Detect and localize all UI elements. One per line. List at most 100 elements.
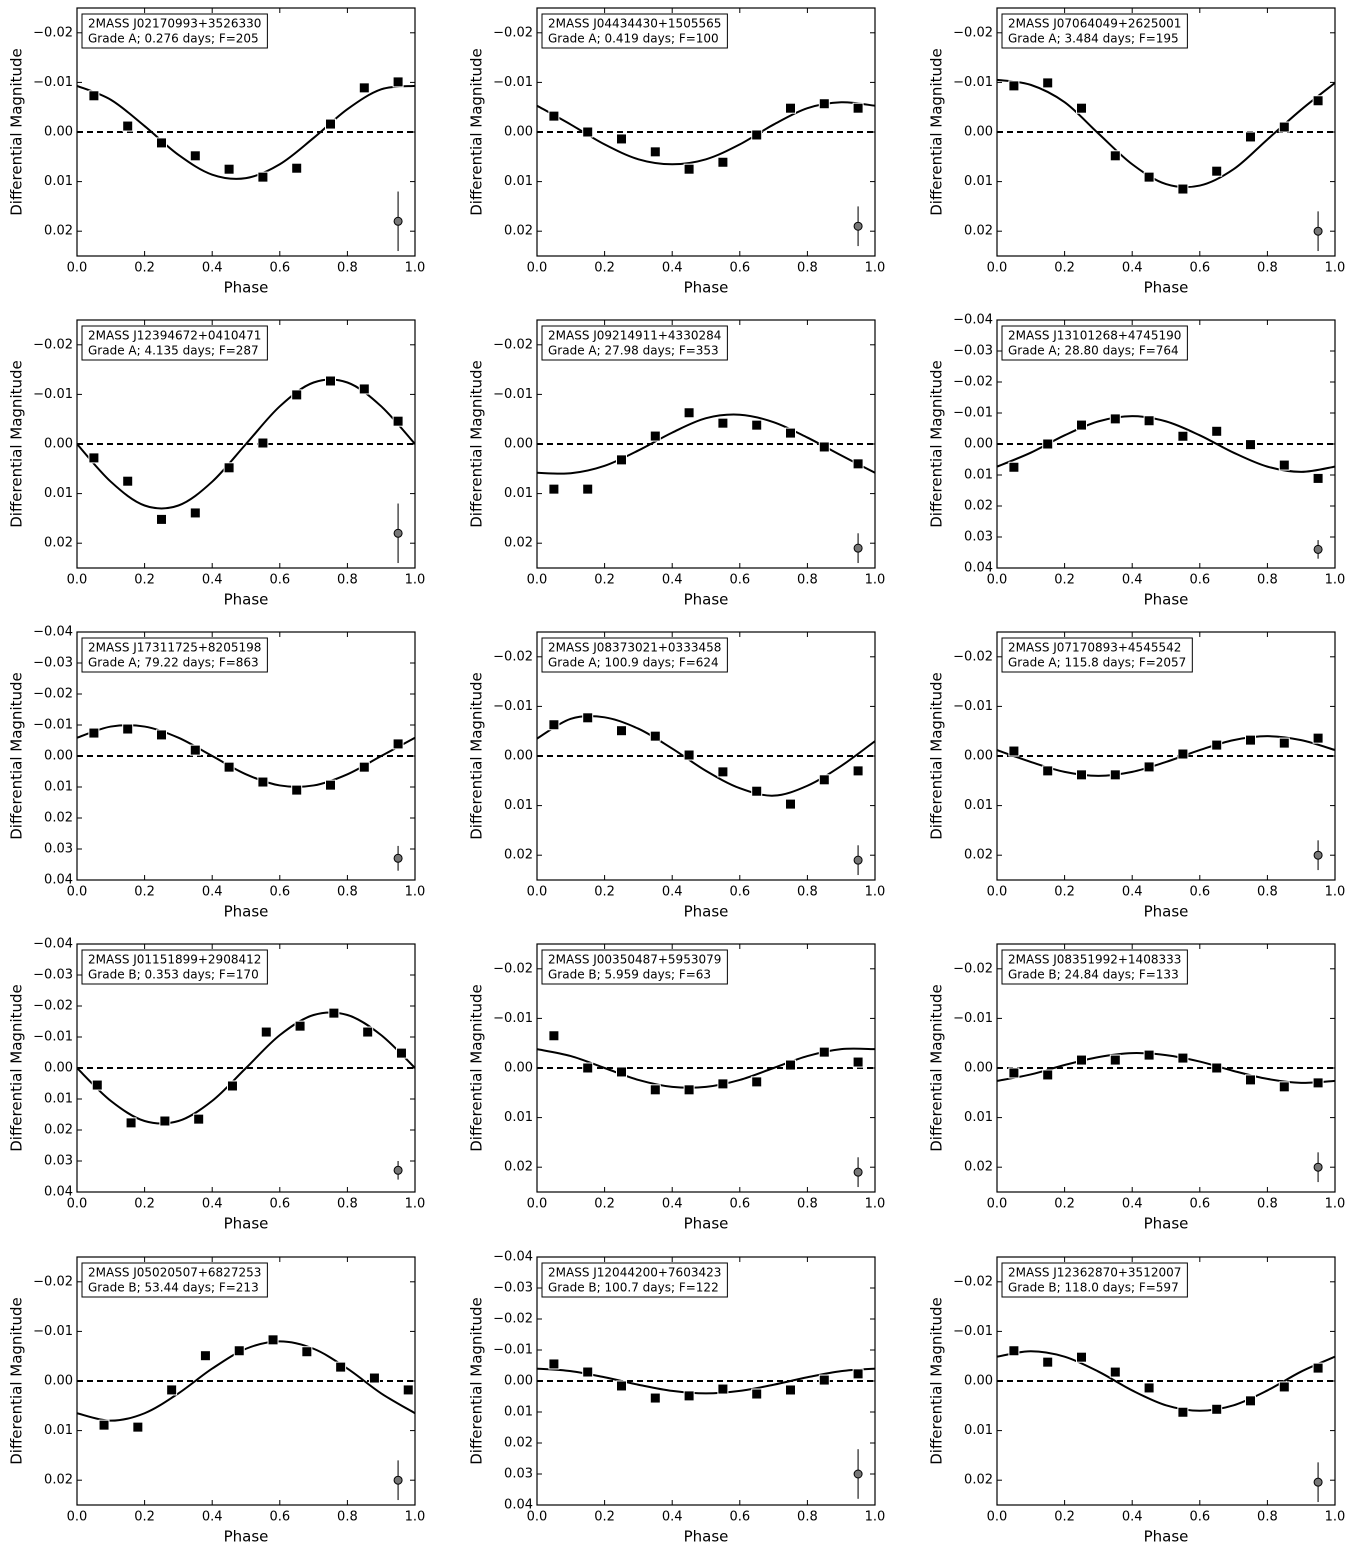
x-tick-label: 0.0 — [67, 1510, 88, 1525]
binned-point — [1008, 745, 1020, 757]
annotation: Grade A; 100.9 days; F=624 — [548, 656, 719, 670]
binned-point — [1211, 739, 1223, 751]
binned-point — [257, 171, 269, 183]
binned-point — [751, 1388, 763, 1400]
x-tick-label: 0.0 — [987, 261, 1008, 276]
x-tick-label: 1.0 — [1325, 573, 1346, 588]
y-tick-label: −0.02 — [33, 25, 73, 40]
binned-point — [1177, 430, 1189, 442]
binned-point — [223, 163, 235, 175]
binned-point — [616, 454, 627, 466]
x-axis-label: Phase — [684, 903, 729, 921]
y-axis-label: Differential Magnitude — [468, 672, 486, 840]
y-tick-label: −0.01 — [33, 387, 73, 402]
y-axis-label: Differential Magnitude — [8, 1297, 26, 1465]
fit-curve — [997, 1350, 1335, 1412]
x-tick-label: 0.4 — [202, 885, 223, 900]
binned-point — [683, 163, 695, 175]
fit-curve — [997, 78, 1335, 189]
annotation: Grade A; 79.22 days; F=863 — [88, 656, 259, 670]
y-tick-label: 0.00 — [44, 437, 73, 452]
x-tick-label: 0.8 — [1257, 885, 1278, 900]
panel: 0.0 0.2 0.4 0.6 0.8 1.0 −0.02 −0.01 0.00 0.01 0.02… — [8, 7, 425, 297]
binned-point — [1008, 1067, 1020, 1079]
annotation: Grade A; 28.80 days; F=764 — [1008, 344, 1179, 358]
x-tick-label: 0.0 — [987, 1510, 1008, 1525]
binned-point — [166, 1384, 178, 1396]
binned-point — [392, 738, 404, 750]
annotation: Grade A; 0.419 days; F=100 — [548, 32, 719, 46]
fit-curve — [537, 101, 875, 166]
error-point — [1313, 1162, 1323, 1172]
binned-point — [122, 475, 134, 487]
x-tick-label: 0.6 — [729, 261, 750, 276]
annotation: 2MASS J12394672+0410471 — [88, 329, 261, 343]
binned-point — [1042, 438, 1054, 450]
y-tick-label: 0.02 — [504, 224, 533, 239]
binned-point — [395, 1047, 407, 1059]
y-tick-label: 0.02 — [504, 848, 533, 863]
y-tick-label: −0.01 — [953, 699, 993, 714]
x-axis-label: Phase — [1144, 591, 1189, 609]
y-tick-label: 0.04 — [44, 1185, 73, 1200]
fit-curve — [77, 724, 415, 788]
binned-point — [548, 110, 560, 122]
binned-point — [189, 744, 201, 756]
x-axis-label: Phase — [224, 1215, 269, 1233]
binned-point — [1245, 439, 1256, 451]
y-axis-label: Differential Magnitude — [928, 984, 946, 1152]
x-tick-label: 0.0 — [527, 885, 548, 900]
error-point — [853, 221, 863, 231]
y-axis-label: Differential Magnitude — [8, 48, 26, 216]
binned-point — [1278, 121, 1290, 133]
x-tick-label: 0.6 — [1189, 573, 1210, 588]
x-tick-label: 1.0 — [865, 261, 886, 276]
annotation-box — [541, 949, 728, 985]
error-point — [1313, 1477, 1323, 1487]
binned-point — [156, 729, 167, 741]
y-tick-label: 0.02 — [44, 536, 73, 551]
annotation-box — [81, 325, 268, 361]
annotation: Grade A; 27.98 days; F=353 — [548, 344, 719, 358]
x-tick-label: 0.0 — [527, 261, 548, 276]
binned-point — [548, 483, 560, 495]
binned-point — [616, 1380, 627, 1392]
y-tick-label: 0.04 — [44, 873, 73, 888]
y-tick-label: −0.02 — [953, 25, 993, 40]
binned-point — [683, 1390, 695, 1402]
fit-curve — [77, 1340, 415, 1422]
y-tick-label: 0.02 — [504, 536, 533, 551]
binned-point — [751, 419, 763, 431]
annotation: 2MASS J02170993+3526330 — [88, 17, 261, 31]
binned-point — [548, 1030, 560, 1042]
x-tick-label: 0.4 — [1122, 261, 1143, 276]
binned-point — [156, 137, 167, 149]
y-tick-label: 0.02 — [964, 848, 993, 863]
x-tick-label: 0.2 — [134, 1510, 155, 1525]
x-tick-label: 0.8 — [337, 261, 358, 276]
binned-point — [1042, 765, 1054, 777]
binned-point — [548, 719, 560, 731]
x-tick-label: 0.6 — [729, 1197, 750, 1212]
binned-point — [1211, 165, 1223, 177]
y-tick-label: −0.02 — [33, 337, 73, 352]
binned-point — [189, 150, 201, 162]
x-tick-label: 1.0 — [1325, 1197, 1346, 1212]
binned-point — [1042, 77, 1054, 89]
binned-point — [1076, 1351, 1087, 1363]
annotation-box — [1001, 949, 1188, 985]
panel: 0.0 0.2 0.4 0.6 0.8 1.0 −0.02 −0.01 0.00 0.01 0.02… — [8, 319, 425, 609]
y-tick-label: 0.01 — [504, 1110, 533, 1125]
binned-point — [818, 774, 830, 786]
x-tick-label: 0.8 — [337, 573, 358, 588]
binned-point — [1143, 171, 1155, 183]
binned-point — [122, 723, 134, 735]
y-tick-label: −0.02 — [953, 1274, 993, 1289]
y-tick-label: 0.01 — [44, 780, 73, 795]
fit-curve — [537, 1367, 875, 1395]
y-tick-label: −0.03 — [33, 968, 73, 983]
binned-point — [392, 76, 404, 88]
annotation-box — [81, 949, 268, 985]
y-tick-label: −0.02 — [493, 649, 533, 664]
error-point — [393, 1165, 403, 1175]
